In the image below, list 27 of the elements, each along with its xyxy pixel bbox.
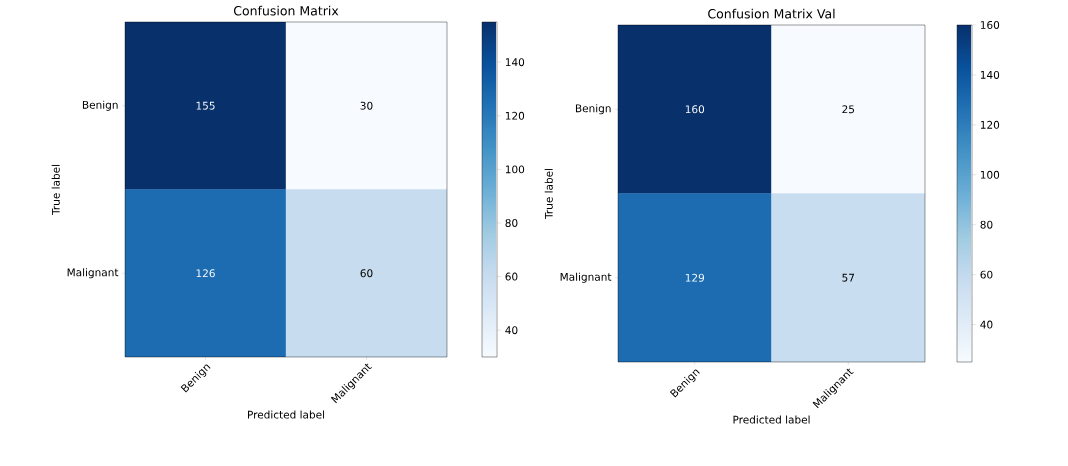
data-label: 60: [360, 269, 373, 278]
y-axis-title: True label: [544, 168, 553, 220]
color-bar-label: 40: [980, 320, 993, 329]
data-label: 126: [196, 269, 215, 278]
chart-title: Confusion Matrix Val: [708, 8, 835, 19]
data-label: 129: [685, 273, 705, 282]
color-bar-label: 100: [505, 165, 525, 174]
x-axis-title: Predicted label: [248, 410, 325, 419]
data-label: 25: [842, 105, 855, 114]
data-label: 155: [196, 101, 215, 110]
data-label: 57: [842, 273, 855, 282]
color-bar-label: 80: [505, 219, 518, 227]
color-bar-label: 120: [505, 111, 525, 120]
color-bar-label: 100: [980, 170, 1000, 179]
color-bar-label: 60: [980, 270, 993, 279]
color-bar-label: 140: [980, 70, 1000, 79]
chart-title: Confusion Matrix: [233, 5, 339, 16]
color-bar-label: 140: [505, 58, 525, 67]
color-bar-label: 60: [505, 272, 518, 281]
color-bar-label: 160: [980, 21, 1000, 29]
data-label: 30: [360, 101, 373, 110]
color-bar-label: 80: [980, 220, 993, 229]
color-bar-label: 120: [980, 120, 1000, 129]
y-axis-title: True label: [51, 164, 60, 216]
data-label: 160: [685, 105, 705, 114]
x-axis-title: Predicted label: [733, 415, 810, 424]
color-bar-label: 40: [505, 326, 518, 335]
